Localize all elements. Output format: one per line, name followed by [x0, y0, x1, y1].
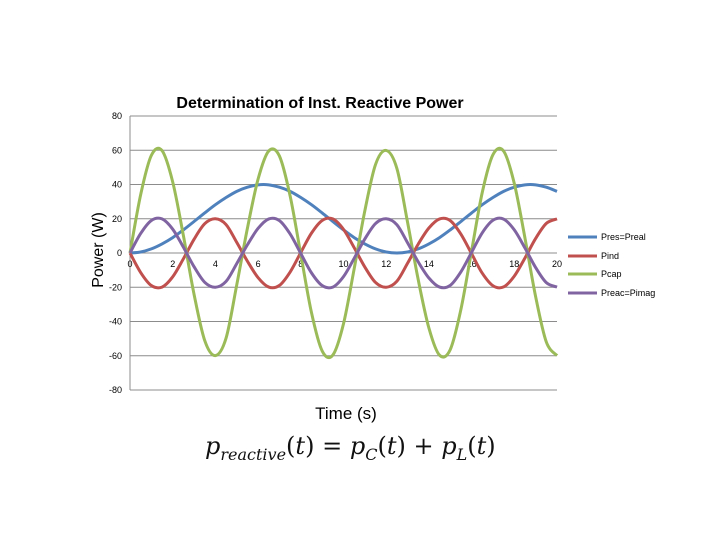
x-tick-label: 16 — [467, 259, 477, 269]
y-tick-label: -40 — [109, 317, 122, 327]
y-ticks: 80 60 40 20 0 -20 -40 -60 -80 — [109, 111, 122, 395]
y-tick-label: 20 — [112, 214, 122, 224]
x-tick-label: 20 — [552, 259, 562, 269]
y-tick-label: 60 — [112, 145, 122, 155]
y-tick-label: 80 — [112, 111, 122, 121]
y-tick-label: -20 — [109, 282, 122, 292]
legend: Pres=Preal Pind Pcap Preac=Pimag — [568, 232, 655, 298]
legend-label: Pcap — [601, 269, 622, 279]
legend-label: Pind — [601, 251, 619, 261]
x-axis-label: Time (s) — [315, 404, 377, 423]
x-tick-label: 14 — [424, 259, 434, 269]
series-line-pcap — [128, 146, 559, 360]
y-tick-label: -80 — [109, 385, 122, 395]
legend-item: Preac=Pimag — [568, 288, 655, 298]
chart-title: Determination of Inst. Reactive Power — [176, 95, 463, 112]
y-axis-label: Power (W) — [90, 212, 107, 288]
x-tick-label: 10 — [338, 259, 348, 269]
legend-item: Pcap — [568, 269, 622, 279]
y-tick-label: 40 — [112, 180, 122, 190]
x-tick-label: 2 — [170, 259, 175, 269]
x-tick-label: 6 — [256, 259, 261, 269]
reactive-power-formula: preactive(t) = pC(t) + pL(t) — [205, 432, 496, 464]
x-ticks: 0 2 4 6 8 10 12 14 16 18 20 — [127, 259, 562, 269]
x-tick-label: 0 — [127, 259, 132, 269]
series-line-preac-pimag — [128, 216, 558, 290]
legend-label: Pres=Preal — [601, 232, 646, 242]
y-tick-label: -60 — [109, 351, 122, 361]
y-tick-label: 0 — [117, 248, 122, 258]
legend-label: Preac=Pimag — [601, 288, 655, 298]
x-tick-label: 4 — [213, 259, 218, 269]
series-lines — [128, 146, 559, 360]
legend-item: Pind — [568, 251, 619, 261]
x-tick-label: 8 — [298, 259, 303, 269]
series-line-pind — [128, 216, 558, 290]
x-tick-label: 18 — [509, 259, 519, 269]
legend-item: Pres=Preal — [568, 232, 646, 242]
x-tick-label: 12 — [381, 259, 391, 269]
